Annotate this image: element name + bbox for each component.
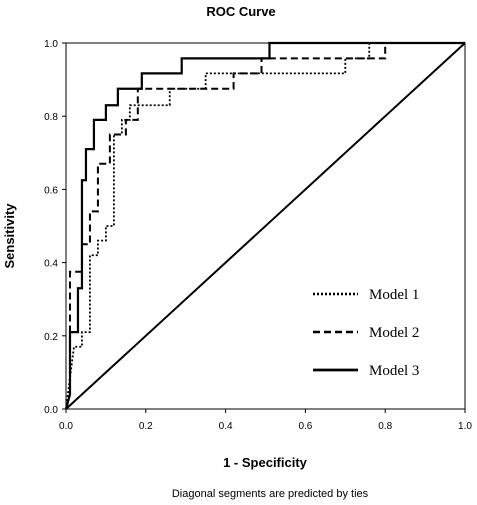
series-line-model-3 [64, 41, 465, 410]
legend-label-model-3: Model 3 [369, 363, 419, 379]
y-axis-label: Sensitivity [2, 203, 17, 269]
series-line-model-2 [65, 42, 465, 410]
axis-ticks: 0.0 0.2 0.4 0.6 0.8 1.0 0.0 0.2 0.4 0.6 0.8 1.0 [44, 39, 472, 432]
x-tick-label: 0.4 [219, 421, 233, 432]
y-tick-label: 0.4 [44, 259, 58, 270]
y-tick-label: 1.0 [44, 39, 58, 50]
plot-area [65, 42, 466, 410]
x-tick-label: 0.0 [59, 421, 73, 432]
legend-label-model-2: Model 2 [369, 325, 419, 341]
legend-label-model-1: Model 1 [369, 287, 419, 303]
legend: Model 1 Model 2 Model 3 [313, 287, 419, 379]
x-tick-label: 1.0 [458, 421, 472, 432]
chart-footnote: Diagonal segments are predicted by ties [172, 488, 369, 500]
y-tick-label: 0.0 [44, 405, 58, 416]
reference-diagonal-line [65, 42, 466, 410]
chart-title: ROC Curve [206, 4, 275, 19]
x-tick-label: 0.6 [298, 421, 312, 432]
x-axis-label: 1 - Specificity [223, 455, 308, 470]
series-layer [64, 41, 466, 410]
y-tick-label: 0.8 [44, 112, 58, 123]
x-tick-label: 0.2 [139, 421, 153, 432]
y-tick-label: 0.2 [44, 332, 58, 343]
x-tick-label: 0.8 [378, 421, 392, 432]
plot-border [65, 42, 466, 410]
y-tick-label: 0.6 [44, 185, 58, 196]
